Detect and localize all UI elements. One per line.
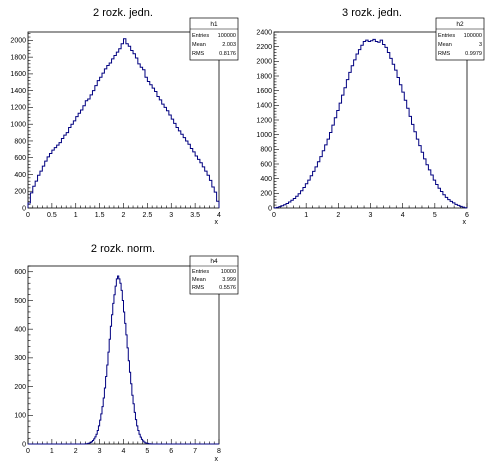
y-tick-label: 1800 [256,73,272,80]
y-tick-label: 1600 [256,88,272,95]
x-axis-label: x [215,456,219,463]
stats-mean-value: 3 [479,42,482,48]
histogram-panel-h2: 3 rozk. jedn. 0 200 400 600 800 1000 1200 1400 1… [256,7,485,226]
stats-box: h1 Entries 100000 Mean 2.003 RMS 0.8176 [189,17,239,61]
y-tick-label: 800 [14,138,26,145]
x-tick-label: 3 [369,212,373,219]
y-tick-label: 600 [14,269,26,276]
chart-title: 2 rozk. jedn. [93,7,153,19]
stats-rms-value: 0.8176 [219,51,236,57]
x-tick-label: 3.5 [190,212,200,219]
stats-entries-value: 10000 [221,269,236,275]
y-tick-label: 800 [260,147,272,154]
x-tick-label: 7 [193,448,197,455]
stats-rms-label: RMS [438,51,451,57]
x-axis-label: x [215,219,219,226]
y-tick-label: 400 [14,172,26,179]
histogram-line [28,275,219,445]
stats-histogram-name: h4 [210,258,218,265]
y-tick-label: 100 [14,413,26,420]
y-tick-label: 1800 [10,54,26,61]
stats-histogram-name: h2 [456,21,464,28]
x-tick-label: 5 [145,448,149,455]
x-tick-label: 0 [26,212,30,219]
x-tick-label: 0 [272,212,276,219]
stats-rms-label: RMS [192,51,205,57]
stats-entries-value: 100000 [464,33,482,39]
y-tick-label: 1200 [256,117,272,124]
stats-box: h4 Entries 10000 Mean 3.999 RMS 0.5576 [189,255,239,295]
y-tick-label: 200 [14,384,26,391]
x-tick-label: 4 [122,448,126,455]
y-tick-label: 1400 [256,103,272,110]
y-tick-label: 600 [260,161,272,168]
stats-entries-label: Entries [192,33,209,39]
histogram-panel-h4: 2 rozk. norm. 0 100 200 300 400 500 600 0 1 2 3 4 5 6… [14,243,239,463]
y-tick-label: 2000 [256,59,272,66]
y-tick-label: 2000 [10,38,26,45]
histogram-line [273,38,468,209]
x-tick-label: 6 [169,448,173,455]
x-tick-label: 1 [74,212,78,219]
y-tick-label: 1400 [10,88,26,95]
y-tick-label: 0 [268,205,272,212]
x-tick-label: 1.5 [95,212,105,219]
y-tick-label: 500 [14,298,26,305]
stats-box: h2 Entries 100000 Mean 3 RMS 0.9979 [435,17,485,61]
y-tick-label: 400 [14,326,26,333]
x-tick-label: 4 [401,212,405,219]
y-tick-label: 600 [14,155,26,162]
stats-mean-value: 2.003 [222,42,236,48]
stats-mean-label: Mean [438,42,452,48]
x-tick-label: 2 [122,212,126,219]
y-tick-label: 0 [22,205,26,212]
y-tick-label: 2400 [256,29,272,36]
x-tick-label: 1 [304,212,308,219]
y-tick-label: 1600 [10,71,26,78]
x-tick-label: 0.5 [47,212,57,219]
chart-title: 2 rozk. norm. [91,243,155,255]
x-tick-label: 2 [336,212,340,219]
stats-mean-label: Mean [192,42,206,48]
x-tick-label: 3 [98,448,102,455]
y-tick-label: 200 [260,191,272,198]
stats-entries-value: 100000 [218,33,236,39]
y-tick-label: 400 [260,176,272,183]
stats-rms-value: 0.5576 [219,285,236,291]
stats-histogram-name: h1 [210,21,218,28]
x-tick-label: 6 [465,212,469,219]
y-tick-label: 1200 [10,105,26,112]
x-tick-label: 5 [433,212,437,219]
stats-rms-value: 0.9979 [465,51,482,57]
chart-title: 3 rozk. jedn. [342,7,402,19]
x-axis-label: x [463,219,467,226]
y-tick-label: 0 [22,441,26,448]
y-tick-label: 2200 [256,44,272,51]
x-tick-label: 8 [217,448,221,455]
stats-rms-label: RMS [192,285,205,291]
histogram-line [27,38,220,208]
y-tick-label: 300 [14,355,26,362]
stats-entries-label: Entries [192,269,209,275]
x-tick-label: 4 [217,212,221,219]
stats-mean-value: 3.999 [222,277,236,283]
stats-mean-label: Mean [192,277,206,283]
x-tick-label: 0 [26,448,30,455]
x-tick-label: 2 [74,448,78,455]
stats-entries-label: Entries [438,33,455,39]
histogram-panel-h1: 2 rozk. jedn. 0 200 400 600 800 1000 1200 1400 1… [10,7,239,226]
y-tick-label: 200 [14,189,26,196]
x-tick-label: 2.5 [143,212,153,219]
y-tick-label: 1000 [256,132,272,139]
y-tick-label: 1000 [10,121,26,128]
x-tick-label: 1 [50,448,54,455]
x-tick-label: 3 [169,212,173,219]
